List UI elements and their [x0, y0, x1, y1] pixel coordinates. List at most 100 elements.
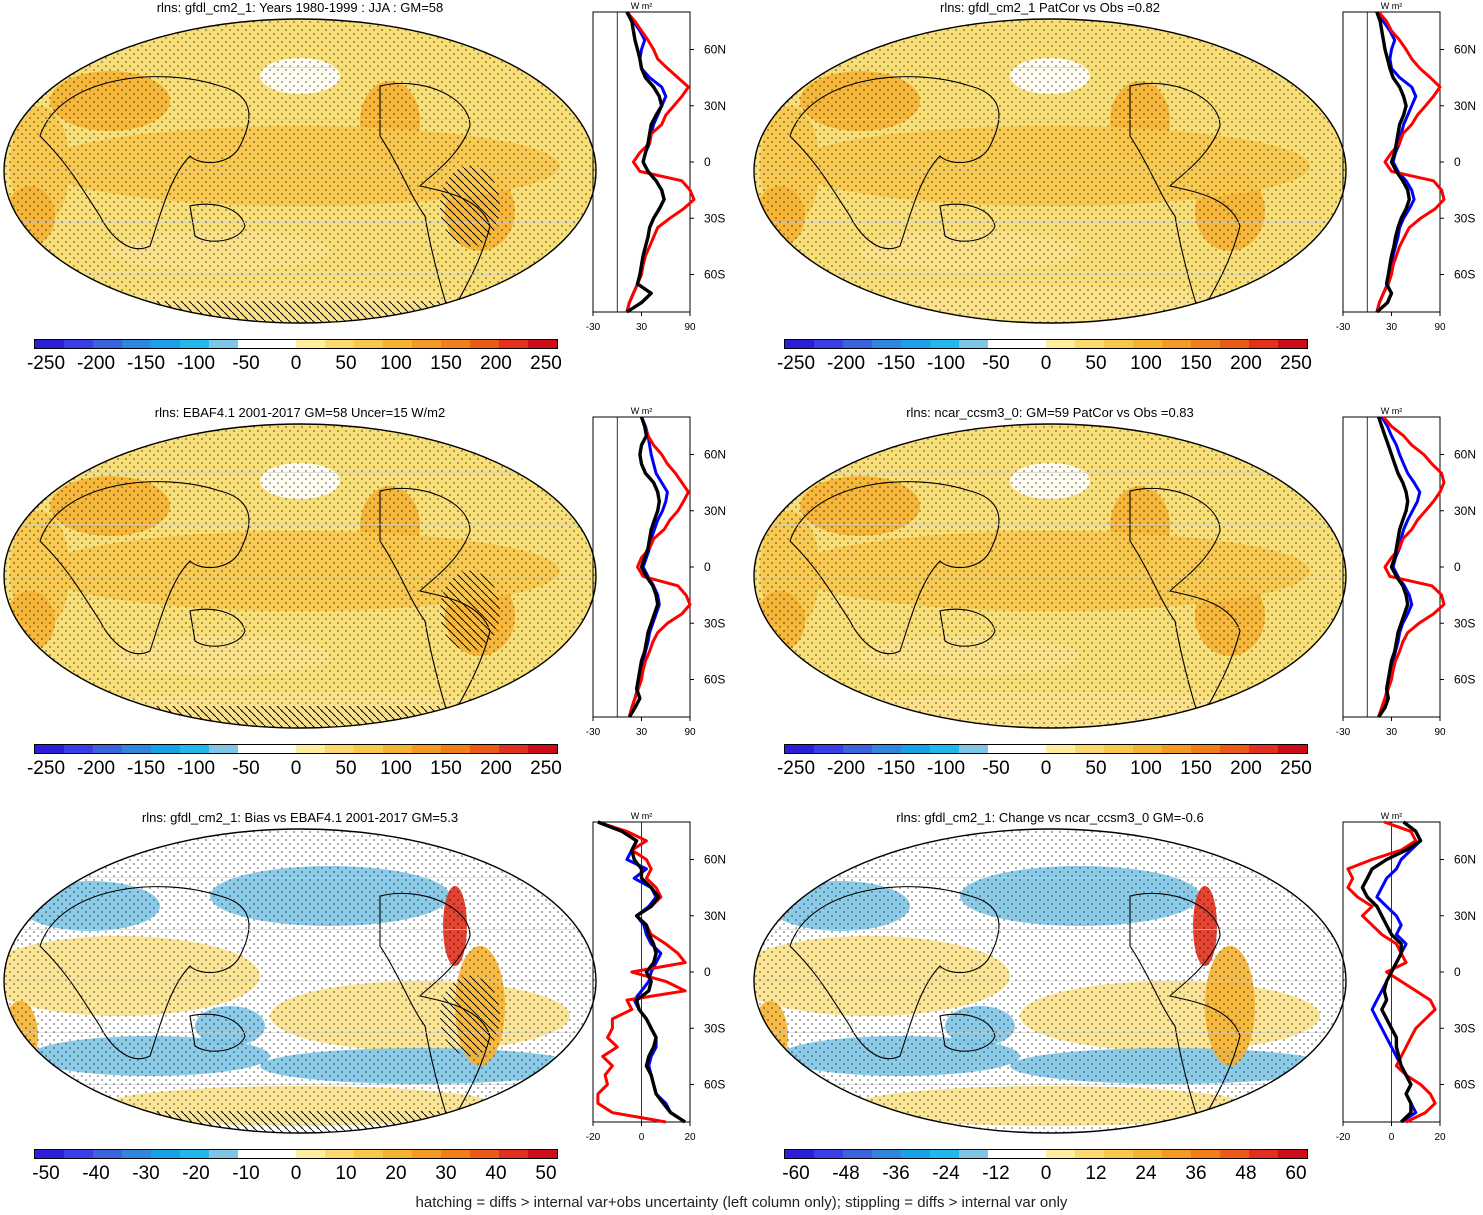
world-map: [0, 16, 600, 326]
colorbar-swatch: [1191, 745, 1220, 753]
colorbar-tick-label: 250: [1280, 353, 1312, 374]
y-tick-label: 60N: [1454, 853, 1476, 867]
colorbar-swatch: [959, 745, 988, 753]
series-line-3: [627, 416, 661, 718]
colorbar-tick-label: 200: [480, 353, 512, 374]
y-tick-label: 60S: [1454, 268, 1475, 282]
colorbar-swatch: [35, 745, 64, 753]
series-line-1: [1370, 820, 1423, 1124]
colorbar-swatch: [901, 1150, 930, 1158]
colorbar-swatch: [151, 745, 180, 753]
hatching: [440, 571, 500, 651]
colorbar-swatch: [412, 340, 441, 348]
colorbar-swatch: [151, 1150, 180, 1158]
colorbar-swatch: [1133, 340, 1162, 348]
colorbar: [784, 339, 1308, 349]
x-tick-label: -30: [586, 322, 601, 333]
colorbar-swatch: [383, 340, 412, 348]
world-map: [0, 421, 600, 731]
colorbar-tick-label: -250: [26, 353, 66, 374]
y-tick-label: 30N: [1454, 909, 1476, 923]
colorbar-tick-label: 40: [485, 1163, 507, 1184]
colorbar-labels: -250 -200 -150 -100 -50 0 50 100 150 200 250: [27, 353, 562, 377]
y-tick-label: 60N: [1454, 43, 1476, 57]
y-tick-label: 30N: [1454, 504, 1476, 518]
stippling: [754, 19, 1346, 323]
colorbar-swatch: [1075, 1150, 1104, 1158]
colorbar-swatch: [122, 1150, 151, 1158]
colorbar-swatch: [1191, 340, 1220, 348]
colorbar-swatch: [1046, 340, 1075, 348]
map-title: rlns: gfdl_cm2_1: Change vs ncar_ccsm3_0…: [896, 810, 1204, 825]
series-line-2: [627, 416, 692, 718]
colorbar-swatch: [1133, 745, 1162, 753]
colorbar-swatch: [209, 1150, 238, 1158]
colorbar-swatch: [383, 1150, 412, 1158]
colorbar-swatch: [470, 340, 499, 348]
colorbar-tick-label: -200: [826, 758, 866, 779]
colorbar-swatch: [901, 745, 930, 753]
zonal-mean-plot: -20 0 20 60N 30N 0 30S 60S W m²: [586, 810, 743, 1150]
colorbar-swatch: [872, 745, 901, 753]
series-line-2: [1377, 416, 1446, 718]
colorbar-swatch: [785, 340, 814, 348]
colorbar-tick-label: 0: [290, 1163, 302, 1184]
colorbar-swatch: [872, 340, 901, 348]
colorbar-swatch: [499, 745, 528, 753]
y-tick-label: 30N: [1454, 99, 1476, 113]
y-tick-label: 30N: [704, 504, 726, 518]
hatching: [440, 166, 500, 246]
series-line-1: [627, 416, 669, 718]
y-tick-label: 0: [704, 560, 711, 574]
colorbar-tick-label: -150: [126, 353, 166, 374]
colorbar-swatch: [930, 1150, 959, 1158]
colorbar-swatch: [93, 340, 122, 348]
stippling: [4, 829, 596, 1133]
world-map: [750, 16, 1350, 326]
colorbar-labels: -250 -200 -150 -100 -50 0 50 100 150 200 250: [777, 758, 1312, 782]
colorbar-swatch: [930, 745, 959, 753]
colorbar-swatch: [267, 340, 296, 348]
colorbar-swatch: [64, 1150, 93, 1158]
zonal-mean-plot: -30 30 90 60N 30N 0 30S 60S W m²: [1336, 0, 1483, 340]
colorbar-swatch: [122, 340, 151, 348]
colorbar-swatch: [180, 745, 209, 753]
colorbar-swatch: [470, 745, 499, 753]
series-line-3: [1375, 11, 1411, 314]
colorbar-tick-label: -12: [982, 1163, 1010, 1184]
colorbar: [784, 744, 1308, 754]
units-label: W m²: [631, 406, 653, 416]
x-tick-label: 20: [1434, 1132, 1446, 1143]
panel-1: rlns: gfdl_cm2_1: Years 1980-1999 : JJA …: [0, 0, 740, 405]
map-border: [753, 18, 1347, 324]
units-label: W m²: [1381, 1, 1403, 11]
colorbar-tick-label: 100: [1130, 353, 1162, 374]
colorbar-tick-label: -250: [776, 353, 816, 374]
colorbar-tick-label: -200: [76, 353, 116, 374]
colorbar-tick-label: 20: [385, 1163, 407, 1184]
map-title: rlns: EBAF4.1 2001-2017 GM=58 Uncer=15 W…: [154, 405, 446, 420]
y-tick-label: 0: [704, 155, 711, 169]
colorbar-tick-label: 100: [380, 353, 412, 374]
colorbar-labels: -50 -40 -30 -20 -10 0 10 20 30 40 50: [32, 1163, 558, 1187]
colorbar-tick-label: 150: [430, 758, 462, 779]
x-tick-label: -20: [1336, 1132, 1351, 1143]
colorbar-tick-label: 200: [1230, 353, 1262, 374]
colorbar-tick-label: 250: [530, 353, 562, 374]
colorbar-swatch: [267, 745, 296, 753]
colorbar-tick-label: 12: [1085, 1163, 1107, 1184]
series-line-3: [1360, 820, 1423, 1124]
y-tick-label: 60S: [704, 1078, 725, 1092]
y-tick-label: 0: [1454, 155, 1461, 169]
colorbar-swatch: [785, 745, 814, 753]
colorbar: [34, 339, 558, 349]
colorbar-swatch: [1104, 745, 1133, 753]
colorbar-swatch: [1017, 340, 1046, 348]
colorbar-swatch: [354, 340, 383, 348]
y-tick-label: 60S: [704, 268, 725, 282]
x-tick-label: -30: [1336, 727, 1351, 738]
colorbar-swatch: [1162, 745, 1191, 753]
colorbar-swatch: [122, 745, 151, 753]
colorbar-swatch: [1046, 1150, 1075, 1158]
colorbar-swatch: [1046, 745, 1075, 753]
